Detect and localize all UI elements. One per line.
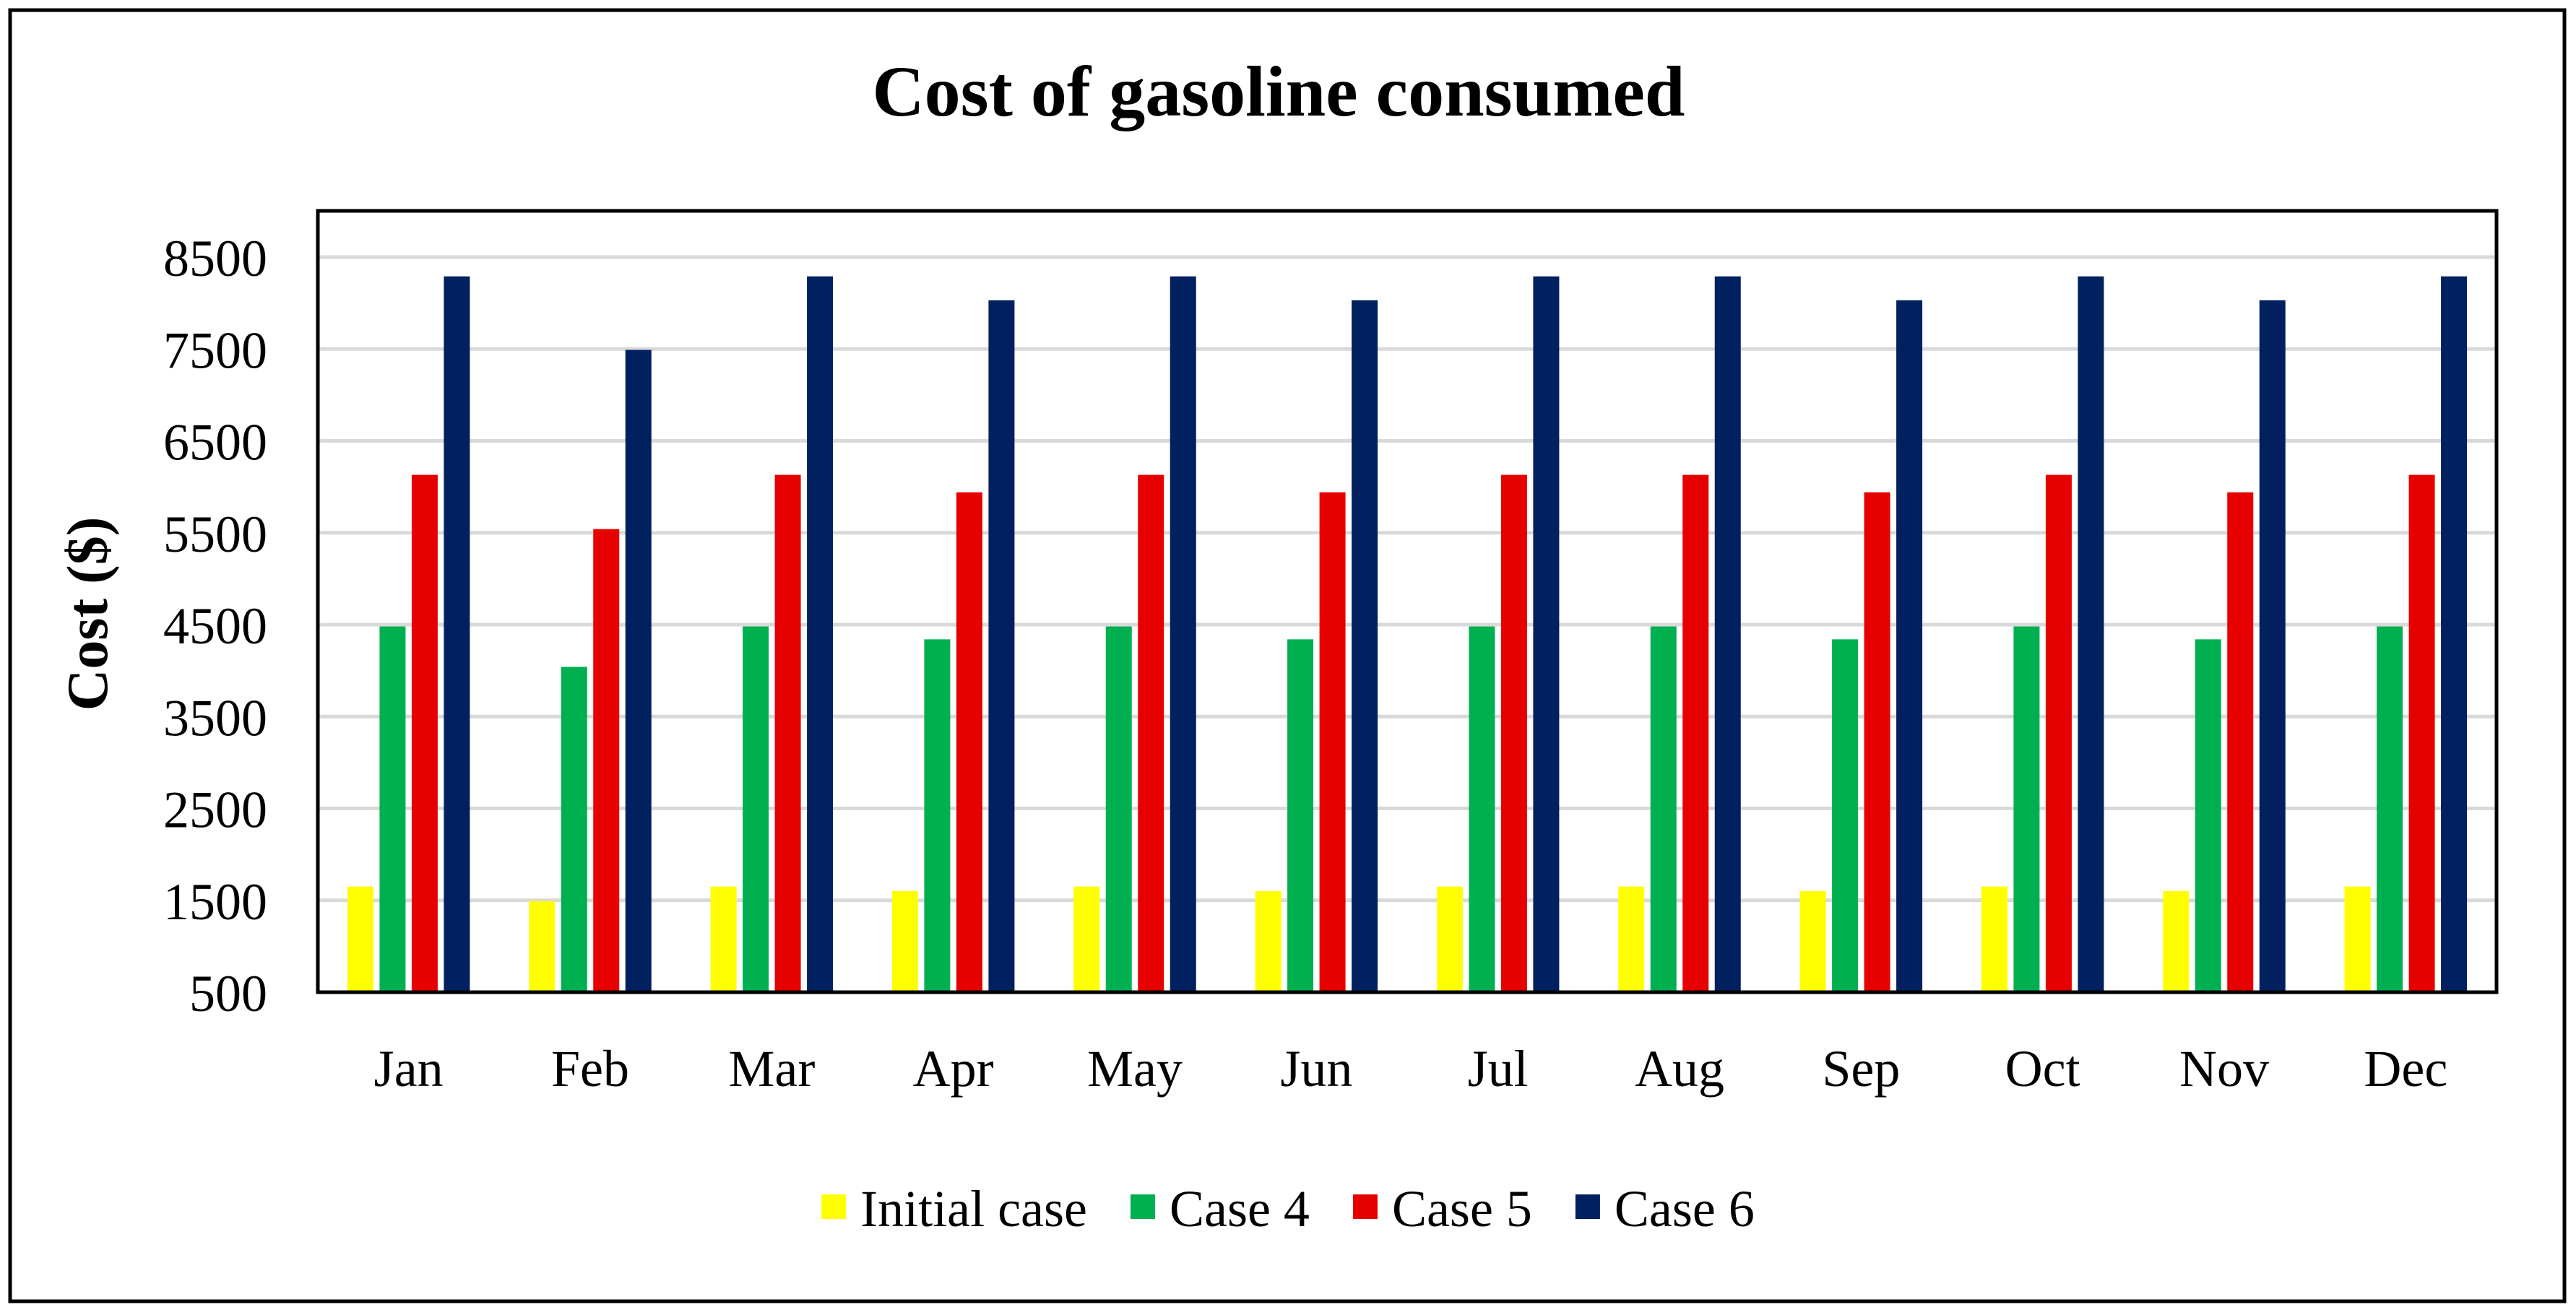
bar-case-4-sep bbox=[1832, 639, 1859, 992]
y-tick-label: 7500 bbox=[163, 321, 267, 379]
legend-item: Case 4 bbox=[1130, 1180, 1310, 1238]
legend-label: Initial case bbox=[860, 1180, 1087, 1238]
bar-initial-case-jul bbox=[1436, 886, 1463, 992]
x-tick-label: Sep bbox=[1822, 1040, 1900, 1098]
x-tick-label: Nov bbox=[2179, 1040, 2269, 1098]
legend-swatch bbox=[1130, 1194, 1155, 1219]
bar-initial-case-jan bbox=[347, 886, 373, 992]
bar-initial-case-nov bbox=[2163, 891, 2190, 992]
bar-initial-case-feb bbox=[529, 901, 556, 992]
bar-case-5-mar bbox=[774, 474, 801, 992]
bar-case-5-apr bbox=[956, 492, 982, 992]
x-tick-label: Aug bbox=[1635, 1040, 1724, 1098]
bar-initial-case-may bbox=[1073, 886, 1100, 992]
y-tick-labels: 500 1500 2500 3500 4500 5500 6500 7500 8500 bbox=[163, 230, 267, 1023]
plot-area-frame bbox=[316, 209, 2499, 994]
y-tick-label: 4500 bbox=[163, 597, 267, 655]
y-tick-label: 500 bbox=[189, 965, 267, 1023]
x-tick-label: Jun bbox=[1280, 1040, 1352, 1098]
bar-case-4-mar bbox=[743, 626, 769, 992]
bar-initial-case-dec bbox=[2344, 886, 2371, 992]
bar-case-6-nov bbox=[2259, 300, 2286, 992]
bar-case-4-jul bbox=[1469, 626, 1495, 992]
legend-swatch bbox=[1352, 1194, 1378, 1219]
x-tick-label: Oct bbox=[2005, 1040, 2080, 1098]
x-tick-label: May bbox=[1087, 1040, 1183, 1098]
y-tick-label: 8500 bbox=[163, 230, 267, 287]
legend-label: Case 5 bbox=[1392, 1180, 1532, 1238]
y-tick-label: 3500 bbox=[163, 689, 267, 747]
legend-label: Case 6 bbox=[1615, 1180, 1755, 1238]
bar-case-4-may bbox=[1105, 626, 1132, 992]
bar-initial-case-apr bbox=[891, 891, 918, 992]
y-axis-label: Cost ($) bbox=[56, 517, 120, 711]
x-tick-label: Dec bbox=[2364, 1040, 2447, 1098]
y-tick-label: 1500 bbox=[163, 873, 267, 931]
bar-case-4-aug bbox=[1650, 626, 1677, 992]
bar-case-6-jun bbox=[1352, 300, 1378, 992]
bar-case-6-may bbox=[1170, 276, 1196, 992]
bar-case-5-aug bbox=[1682, 474, 1709, 992]
bar-case-6-apr bbox=[988, 300, 1015, 992]
x-tick-labels: Jan Feb Mar Apr May Jun Jul Aug Sep Oct Nov Dec bbox=[374, 1040, 2448, 1098]
bar-case-5-jul bbox=[1500, 474, 1527, 992]
legend: Initial case Case 4 Case 5 Case 6 bbox=[821, 1180, 1755, 1238]
x-tick-label: Jul bbox=[1468, 1040, 1529, 1098]
bar-case-6-oct bbox=[2078, 276, 2104, 992]
x-tick-label: Jan bbox=[374, 1040, 444, 1098]
bars bbox=[347, 276, 2468, 993]
bar-case-4-feb bbox=[561, 667, 587, 992]
chart-title: Cost of gasoline consumed bbox=[872, 51, 1685, 131]
bar-case-6-feb bbox=[625, 350, 652, 993]
bar-case-6-jan bbox=[444, 276, 470, 992]
legend-label: Case 4 bbox=[1170, 1180, 1310, 1238]
bar-initial-case-sep bbox=[1799, 891, 1826, 992]
gridlines bbox=[318, 255, 2497, 903]
bar-case-6-sep bbox=[1896, 300, 1923, 992]
bar-initial-case-jun bbox=[1255, 891, 1281, 992]
legend-item: Initial case bbox=[821, 1180, 1087, 1238]
bar-case-6-jul bbox=[1533, 276, 1560, 992]
bar-case-5-nov bbox=[2227, 492, 2254, 992]
bar-initial-case-aug bbox=[1618, 886, 1645, 992]
bar-case-6-aug bbox=[1714, 276, 1741, 992]
legend-swatch bbox=[821, 1194, 847, 1219]
bar-initial-case-oct bbox=[1981, 886, 2007, 992]
bar-case-5-jun bbox=[1319, 492, 1346, 992]
y-tick-label: 2500 bbox=[163, 781, 267, 839]
bar-case-4-dec bbox=[2377, 626, 2403, 992]
bar-case-5-oct bbox=[2045, 474, 2072, 992]
bar-case-5-feb bbox=[593, 529, 620, 992]
bar-case-6-mar bbox=[807, 276, 834, 992]
bar-case-5-may bbox=[1138, 474, 1164, 992]
bar-case-4-apr bbox=[924, 639, 951, 992]
x-tick-label: Feb bbox=[551, 1040, 629, 1098]
y-tick-label: 6500 bbox=[163, 414, 267, 472]
bar-case-5-jan bbox=[411, 474, 438, 992]
bar-initial-case-mar bbox=[710, 886, 737, 992]
x-tick-label: Mar bbox=[728, 1040, 815, 1098]
bar-case-5-dec bbox=[2408, 474, 2435, 992]
legend-item: Case 6 bbox=[1575, 1180, 1755, 1238]
bar-case-5-sep bbox=[1864, 492, 1890, 992]
bar-case-4-nov bbox=[2195, 639, 2221, 992]
legend-swatch bbox=[1575, 1194, 1600, 1219]
legend-item: Case 5 bbox=[1352, 1180, 1532, 1238]
bar-case-4-oct bbox=[2013, 626, 2040, 992]
x-tick-label: Apr bbox=[913, 1040, 994, 1098]
y-tick-label: 5500 bbox=[163, 505, 267, 563]
bar-case-4-jan bbox=[379, 626, 406, 992]
bar-case-4-jun bbox=[1287, 639, 1314, 992]
bar-case-6-dec bbox=[2441, 276, 2468, 992]
